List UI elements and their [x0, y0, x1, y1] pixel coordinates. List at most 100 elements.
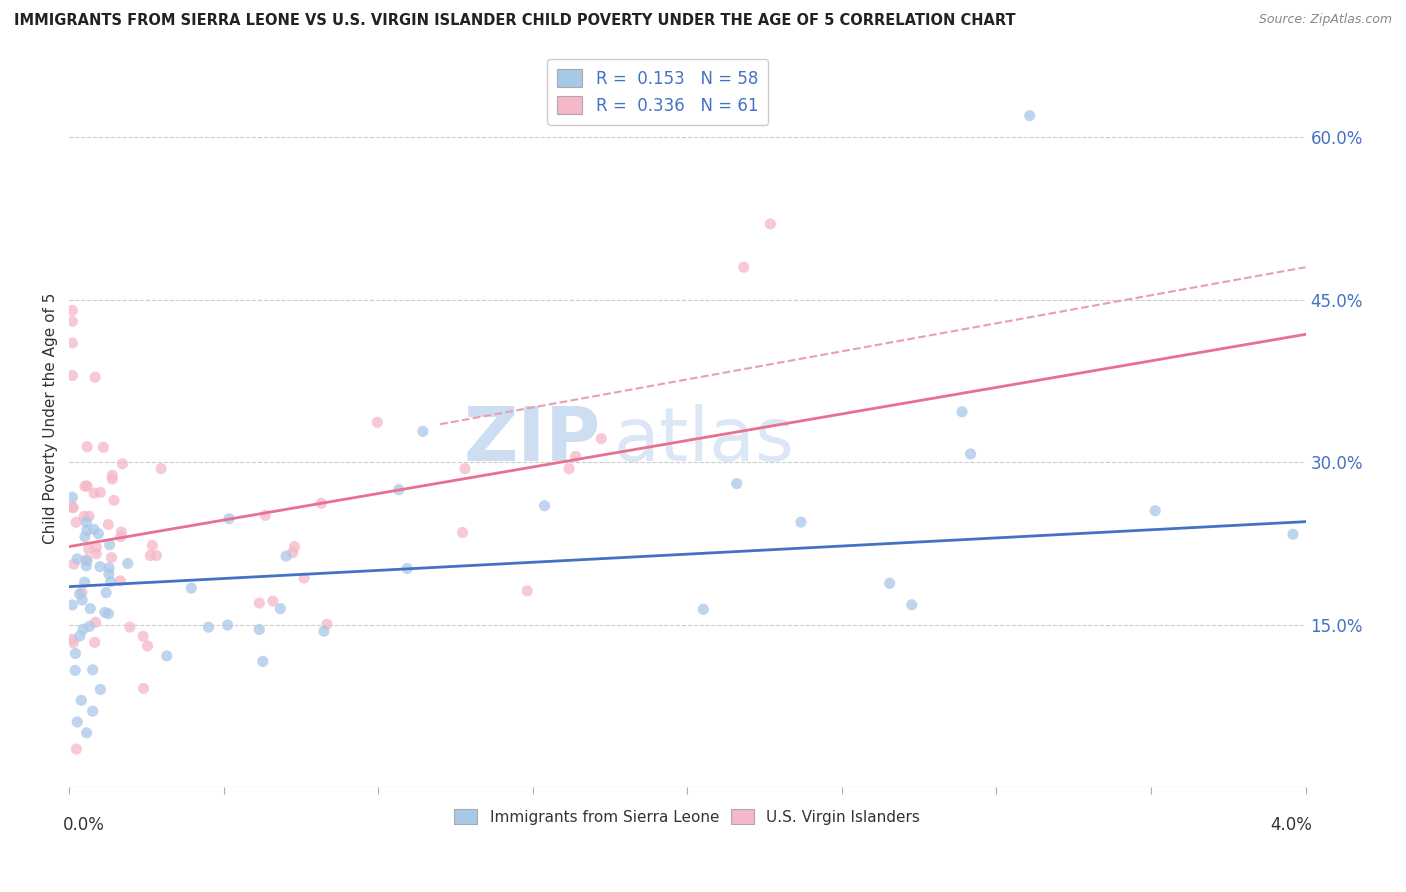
Point: [76, 726, 98, 740]
Point: [73, 530, 96, 544]
Point: [97, 517, 120, 532]
Point: [69, 629, 91, 643]
Point: [396, 561, 419, 575]
Point: [111, 457, 134, 471]
Point: [97, 566, 120, 581]
Point: [75, 558, 97, 573]
Point: [110, 524, 132, 539]
Point: [93, 440, 115, 454]
Point: [733, 260, 755, 275]
Point: [60, 314, 83, 328]
Point: [76, 440, 98, 454]
Y-axis label: Child Poverty Under the Age of 5: Child Poverty Under the Age of 5: [44, 293, 58, 544]
Point: [150, 461, 173, 475]
Point: [879, 576, 901, 591]
Point: [66, 714, 89, 729]
Point: [76, 553, 98, 567]
Point: [451, 525, 474, 540]
Point: [60, 303, 83, 318]
Point: [98, 561, 121, 575]
Point: [141, 539, 163, 553]
Point: [790, 515, 813, 529]
Point: [247, 623, 270, 637]
Point: [132, 681, 155, 696]
Text: Source: ZipAtlas.com: Source: ZipAtlas.com: [1258, 13, 1392, 27]
Point: [283, 540, 305, 554]
Point: [1144, 504, 1167, 518]
Point: [65, 647, 87, 661]
Point: [516, 583, 538, 598]
Point: [84, 547, 107, 561]
Point: [180, 581, 202, 595]
Point: [136, 639, 159, 653]
Point: [110, 574, 132, 588]
Point: [73, 509, 96, 524]
Point: [101, 468, 124, 483]
Legend: Immigrants from Sierra Leone, U.S. Virgin Islanders: Immigrants from Sierra Leone, U.S. Virgi…: [449, 803, 927, 830]
Point: [156, 648, 179, 663]
Point: [63, 664, 86, 678]
Point: [76, 523, 98, 537]
Text: IMMIGRANTS FROM SIERRA LEONE VS U.S. VIRGIN ISLANDER CHILD POVERTY UNDER THE AGE: IMMIGRANTS FROM SIERRA LEONE VS U.S. VIR…: [14, 13, 1015, 29]
Point: [218, 511, 240, 525]
Point: [1018, 109, 1040, 123]
Point: [75, 553, 97, 567]
Text: atlas: atlas: [613, 404, 794, 477]
Point: [118, 620, 141, 634]
Point: [69, 587, 91, 601]
Point: [77, 542, 100, 557]
Point: [101, 472, 124, 486]
Point: [79, 601, 101, 615]
Point: [94, 606, 117, 620]
Point: [312, 624, 335, 639]
Point: [145, 549, 167, 563]
Point: [65, 515, 87, 529]
Point: [197, 620, 219, 634]
Point: [558, 461, 581, 475]
Point: [412, 425, 434, 439]
Point: [62, 636, 84, 650]
Point: [72, 622, 94, 636]
Point: [292, 571, 315, 585]
Point: [62, 500, 84, 515]
Point: [533, 499, 555, 513]
Text: 4.0%: 4.0%: [1270, 816, 1312, 834]
Point: [73, 479, 96, 493]
Point: [901, 598, 924, 612]
Text: 0.0%: 0.0%: [63, 816, 105, 834]
Point: [83, 522, 105, 536]
Point: [84, 615, 107, 630]
Point: [60, 336, 83, 351]
Point: [94, 585, 117, 599]
Point: [311, 496, 333, 510]
Point: [77, 509, 100, 524]
Point: [73, 575, 96, 590]
Point: [89, 485, 111, 500]
Point: [79, 619, 101, 633]
Point: [247, 596, 270, 610]
Point: [82, 704, 104, 718]
Point: [82, 663, 104, 677]
Point: [65, 742, 87, 756]
Point: [97, 607, 120, 621]
Point: [217, 618, 239, 632]
Point: [100, 550, 122, 565]
Point: [254, 508, 277, 523]
Point: [60, 368, 83, 383]
Point: [262, 594, 284, 608]
Point: [959, 447, 981, 461]
Point: [388, 483, 411, 497]
Point: [276, 549, 298, 563]
Point: [60, 632, 83, 647]
Point: [84, 540, 107, 554]
Point: [70, 693, 93, 707]
Point: [103, 493, 125, 508]
Point: [83, 635, 105, 649]
Point: [63, 557, 86, 571]
Point: [591, 432, 613, 446]
Point: [139, 549, 162, 563]
Point: [132, 629, 155, 643]
Point: [110, 530, 132, 544]
Point: [75, 515, 97, 529]
Point: [70, 593, 93, 607]
